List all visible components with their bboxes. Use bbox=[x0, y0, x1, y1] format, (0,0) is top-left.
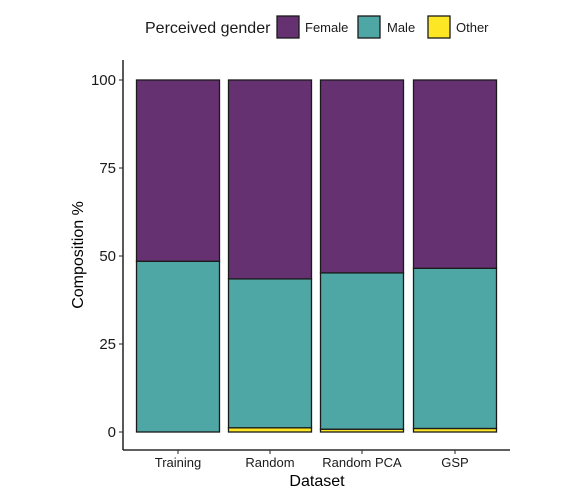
y-tick-label: 75 bbox=[99, 160, 116, 177]
x-tick-label: Training bbox=[155, 455, 201, 470]
bar-training-male bbox=[135, 260, 221, 433]
bars bbox=[135, 79, 498, 433]
y-tick-label: 100 bbox=[91, 72, 116, 89]
legend-title: Perceived gender bbox=[145, 20, 271, 37]
axes bbox=[122, 60, 510, 451]
bar-gsp-female bbox=[412, 79, 498, 269]
x-tick-label: Random PCA bbox=[322, 455, 402, 470]
legend-key-other bbox=[427, 15, 451, 39]
legend-key-female bbox=[276, 15, 300, 39]
x-ticks: Training Random Random PCA GSP bbox=[155, 450, 469, 470]
x-tick-label: GSP bbox=[441, 455, 468, 470]
legend-label-male: Male bbox=[387, 20, 415, 35]
legend-label-female: Female bbox=[305, 20, 348, 35]
x-axis-title: Dataset bbox=[289, 473, 345, 490]
y-tick-label: 50 bbox=[99, 248, 116, 265]
y-axis-title: Composition % bbox=[70, 201, 87, 309]
bar-random-pca-female bbox=[319, 79, 405, 274]
bar-random-male bbox=[227, 278, 313, 429]
y-ticks: 0 25 50 75 100 bbox=[91, 72, 123, 441]
bar-training-female bbox=[135, 79, 221, 262]
bar-random-female bbox=[227, 79, 313, 280]
y-tick-label: 0 bbox=[108, 424, 116, 441]
legend-key-male bbox=[357, 15, 381, 39]
x-tick-label: Random bbox=[245, 455, 294, 470]
legend: Perceived gender Female Male Other bbox=[145, 15, 489, 39]
bar-gsp-male bbox=[412, 267, 498, 430]
y-tick-label: 25 bbox=[99, 336, 116, 353]
legend-label-other: Other bbox=[456, 20, 489, 35]
bar-random-pca-male bbox=[319, 272, 405, 430]
